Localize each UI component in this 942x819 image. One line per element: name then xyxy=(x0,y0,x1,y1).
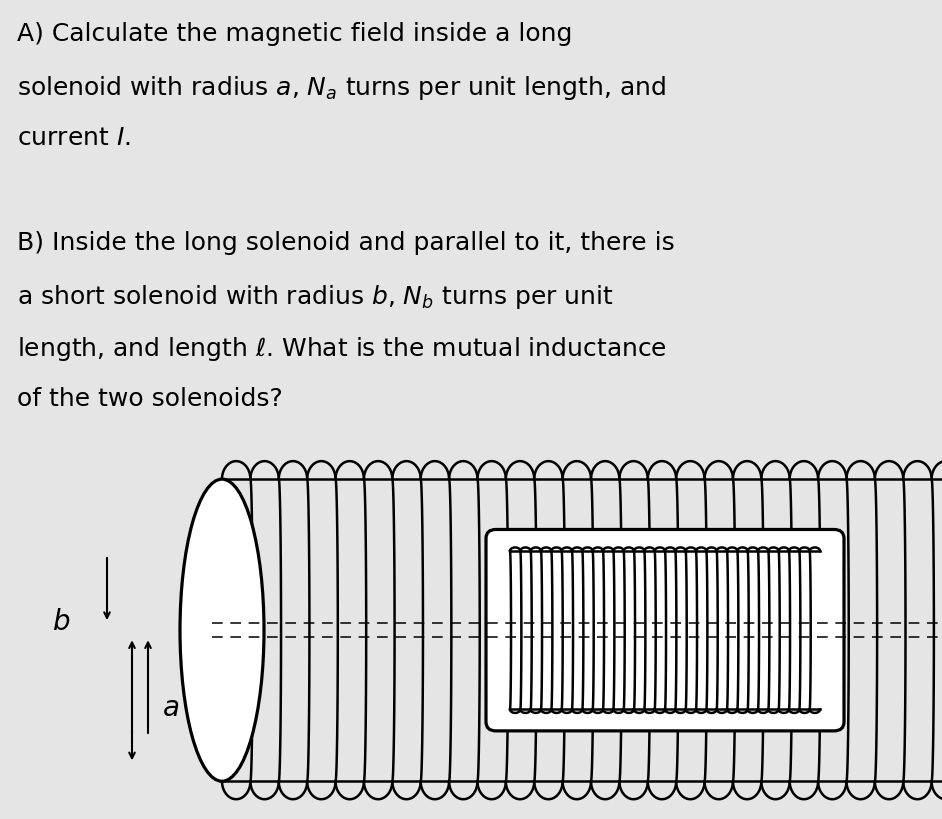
Text: a short solenoid with radius $b$, $N_b$ turns per unit: a short solenoid with radius $b$, $N_b$ … xyxy=(17,283,613,311)
Text: current $I$.: current $I$. xyxy=(17,126,131,151)
Text: A) Calculate the magnetic field inside a long: A) Calculate the magnetic field inside a… xyxy=(17,22,573,46)
Text: B) Inside the long solenoid and parallel to it, there is: B) Inside the long solenoid and parallel… xyxy=(17,231,674,255)
Text: solenoid with radius $a$, $N_a$ turns per unit length, and: solenoid with radius $a$, $N_a$ turns pe… xyxy=(17,75,666,102)
Text: of the two solenoids?: of the two solenoids? xyxy=(17,387,283,411)
Text: $b$: $b$ xyxy=(52,609,71,636)
Text: $a$: $a$ xyxy=(162,695,179,722)
Ellipse shape xyxy=(180,479,264,781)
Text: length, and length $\ell$. What is the mutual inductance: length, and length $\ell$. What is the m… xyxy=(17,335,667,364)
FancyBboxPatch shape xyxy=(486,529,844,731)
